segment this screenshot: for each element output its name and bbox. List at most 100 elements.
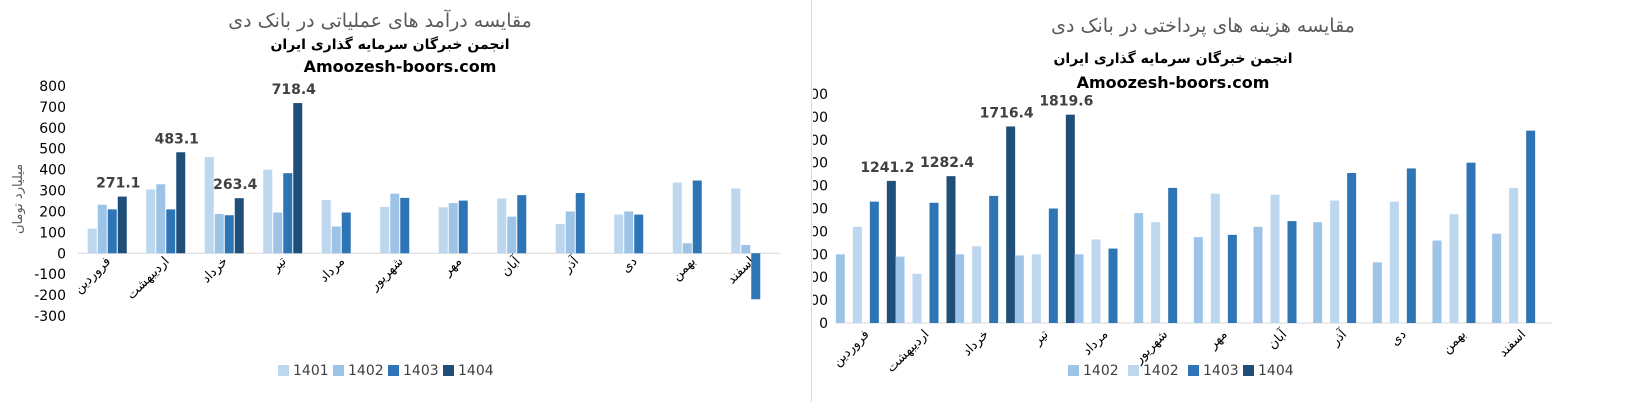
- bar-1402-12: [1509, 187, 1519, 323]
- bar-1402-1: [835, 254, 845, 323]
- x-tick-label: خرداد: [199, 254, 231, 286]
- bar-1402-12: [741, 244, 751, 254]
- bar-1401-3: [204, 157, 214, 254]
- bar-1404-4: [293, 103, 303, 254]
- bar-1401-8: [497, 198, 507, 254]
- y-tick-label: 600: [813, 247, 828, 263]
- bar-1402-12: [1492, 233, 1502, 323]
- bar-1402-9: [1313, 222, 1323, 323]
- bar-1403-12: [1526, 130, 1536, 323]
- x-tick-label: آبان: [1264, 325, 1292, 353]
- bar-1402-2: [895, 256, 905, 323]
- bar-1402-5: [331, 226, 341, 254]
- y-tick-label: 2000: [813, 87, 828, 103]
- legend-swatch: [278, 365, 289, 376]
- x-tick-label: تیر: [268, 254, 290, 276]
- bar-1402-9: [1330, 200, 1340, 323]
- chart-title: مقایسه هزینه های پرداختی در بانک دی: [1051, 15, 1355, 37]
- bar-1402-6: [1134, 213, 1144, 323]
- bar-1402-11: [682, 243, 692, 254]
- bar-1402-2: [156, 184, 166, 254]
- expense-chart-panel: مقایسه هزینه های پرداختی در بانک دی انجم…: [813, 0, 1627, 402]
- bar-1403-4: [1048, 208, 1058, 323]
- bar-1403-11: [692, 180, 702, 254]
- bar-1401-7: [438, 207, 448, 254]
- bars-group: [87, 103, 761, 300]
- bar-1403-10: [1406, 168, 1416, 323]
- y-tick-label: 0: [57, 246, 66, 262]
- x-tick-label: اسفند: [1496, 327, 1529, 360]
- y-tick-label: 200: [39, 204, 66, 220]
- bar-1402-8: [1270, 194, 1280, 323]
- bar-1402-10: [1372, 262, 1382, 323]
- bar-1403-8: [1287, 221, 1297, 323]
- data-label: 271.1: [96, 176, 140, 192]
- bar-1404-1: [117, 196, 127, 254]
- legend-label: 1403: [1203, 363, 1239, 379]
- x-tick-label: دی: [1388, 327, 1410, 349]
- bar-1401-11: [672, 182, 682, 254]
- expense-chart: مقایسه هزینه های پرداختی در بانک دی انجم…: [813, 15, 1552, 379]
- bar-1401-2: [146, 189, 156, 254]
- legend-label: 1404: [1258, 363, 1294, 379]
- bar-1403-1: [107, 209, 117, 254]
- income-chart-panel: مقایسه درآمد های عملیاتی در بانک دی انجم…: [0, 0, 810, 402]
- legend-swatch: [443, 365, 454, 376]
- bar-1403-6: [1168, 187, 1178, 323]
- legend-swatch: [1068, 365, 1079, 376]
- bar-1402-4: [1031, 254, 1041, 323]
- chart-subtitle-line-1: انجمن خبرگان سرمایه گذاری ایران: [270, 36, 509, 53]
- x-tick-label: مهر: [440, 254, 466, 280]
- x-tick-label: تیر: [1030, 327, 1052, 349]
- bar-1404-2: [176, 152, 186, 254]
- bar-1403-7: [458, 200, 468, 254]
- bar-1402-1: [852, 226, 862, 323]
- x-tick-label: مرداد: [317, 254, 348, 285]
- x-tick-label: فروردین: [830, 327, 873, 370]
- x-tick-label: شهریور: [367, 254, 407, 294]
- bar-1403-3: [989, 195, 999, 323]
- y-tick-label: 100: [39, 225, 66, 241]
- legend: 1402 1402 1403 1404: [1068, 363, 1294, 379]
- bar-1402-7: [1210, 193, 1220, 323]
- bar-1403-2: [929, 202, 939, 323]
- y-tick-label: 600: [39, 121, 66, 137]
- data-label: 1716.4: [980, 105, 1034, 121]
- legend-swatch: [1128, 365, 1139, 376]
- bar-1401-5: [321, 199, 331, 254]
- bar-1403-11: [1466, 162, 1476, 323]
- bar-1401-1: [87, 228, 97, 254]
- bar-1402-10: [624, 211, 634, 254]
- bar-1403-10: [634, 214, 644, 254]
- y-tick-label: -300: [34, 309, 66, 325]
- legend-swatch: [388, 365, 399, 376]
- bar-1402-7: [448, 203, 458, 254]
- bar-1403-5: [1108, 248, 1118, 323]
- bar-1401-4: [263, 169, 273, 254]
- x-tick-label: بهمن: [1440, 327, 1470, 357]
- bar-1403-5: [341, 212, 351, 254]
- x-tick-label: شهریور: [1131, 327, 1171, 367]
- legend-swatch: [333, 365, 344, 376]
- y-tick-label: 300: [39, 184, 66, 200]
- y-tick-label: 800: [813, 224, 828, 240]
- legend-label: 1404: [458, 363, 494, 379]
- x-tick-label: آبان: [497, 252, 525, 280]
- bar-1403-12: [751, 253, 761, 300]
- bar-1403-3: [224, 215, 234, 254]
- bar-1402-9: [565, 211, 575, 254]
- bar-1402-1: [97, 204, 107, 254]
- x-tick-label: مرداد: [1080, 327, 1111, 358]
- bar-1402-8: [1253, 226, 1263, 323]
- bar-1402-4: [1014, 255, 1024, 323]
- bar-1402-3: [972, 246, 982, 323]
- legend-label: 1403: [403, 363, 439, 379]
- bar-1403-4: [283, 173, 293, 254]
- bar-1402-11: [1449, 214, 1459, 323]
- data-label: 1282.4: [920, 155, 974, 171]
- panel-divider: [811, 0, 812, 402]
- x-tick-label: اردیبهشت: [124, 254, 172, 302]
- data-label: 483.1: [155, 131, 199, 147]
